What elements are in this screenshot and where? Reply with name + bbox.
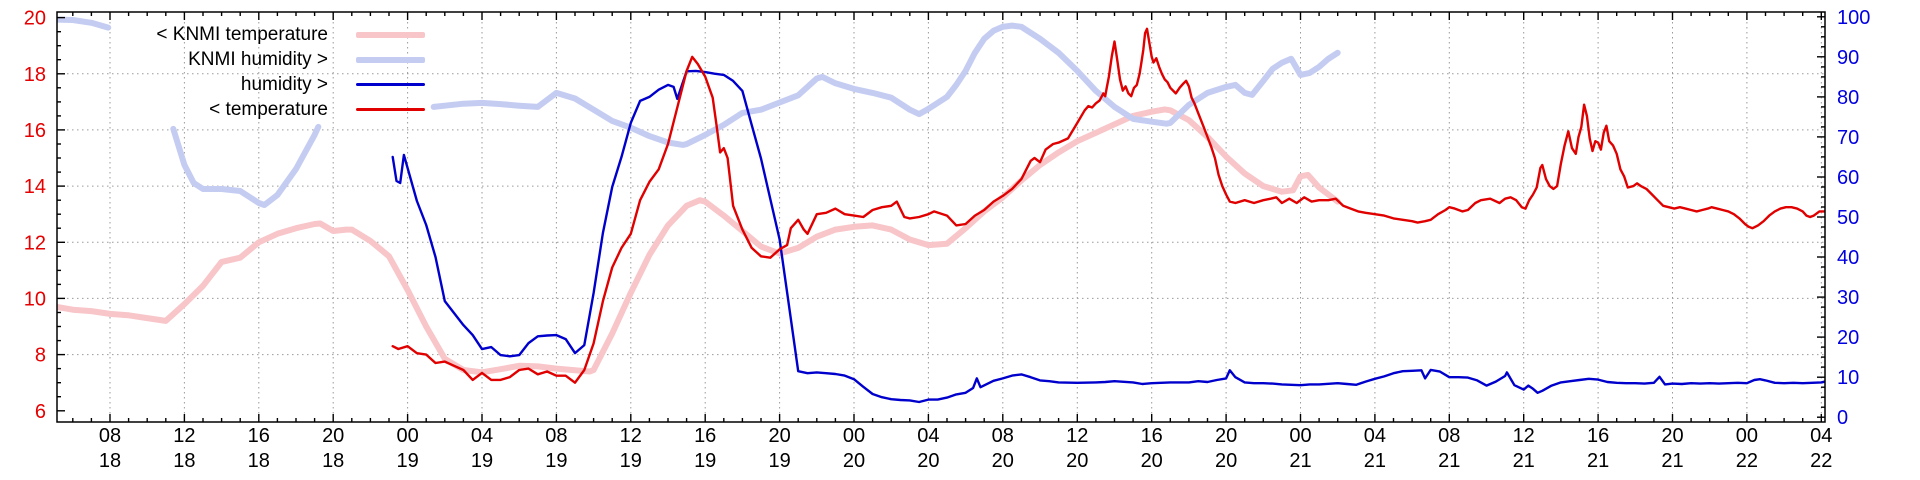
y-left-tick-label: 12 (24, 232, 46, 254)
y-right-tick-label: 90 (1837, 47, 1859, 69)
x-tick-label-day: 19 (396, 450, 418, 472)
x-tick-label-hour: 08 (99, 425, 121, 447)
x-tick-label-day: 19 (768, 450, 790, 472)
legend-label: KNMI humidity > (188, 48, 328, 70)
x-tick-label-day: 21 (1661, 450, 1683, 472)
x-tick-label-day: 18 (248, 450, 270, 472)
x-tick-label-day: 21 (1587, 450, 1609, 472)
y-left-tick-label: 16 (24, 120, 46, 142)
y-right-tick-label: 0 (1837, 407, 1848, 429)
x-tick-label-hour: 00 (843, 425, 865, 447)
x-tick-label-hour: 16 (694, 425, 716, 447)
x-tick-label-hour: 12 (1066, 425, 1088, 447)
x-tick-label-hour: 16 (1587, 425, 1609, 447)
series-knmi_humidity-line (430, 22, 1341, 148)
y-right-tick-label: 60 (1837, 167, 1859, 189)
y-right-tick-label: 30 (1837, 287, 1859, 309)
legend-line-sample (356, 56, 425, 63)
x-tick-label-hour: 00 (1736, 425, 1758, 447)
x-tick-label-hour: 12 (173, 425, 195, 447)
x-tick-label-day: 20 (1066, 450, 1088, 472)
x-tick-label-hour: 16 (248, 425, 270, 447)
series-group (57, 16, 1825, 404)
y-right-tick-label: 80 (1837, 87, 1859, 109)
y-right-tick-label: 50 (1837, 207, 1859, 229)
x-tick-label-day: 18 (99, 450, 121, 472)
x-tick-label-hour: 04 (471, 425, 493, 447)
x-tick-label-hour: 04 (1810, 425, 1832, 447)
x-tick-label-hour: 16 (1141, 425, 1163, 447)
legend-line-sample (356, 31, 425, 38)
y-right-tick-label: 20 (1837, 327, 1859, 349)
y-left-tick-label: 6 (35, 401, 46, 423)
y-right-tick-label: 100 (1837, 7, 1870, 29)
series-knmi_temperature-line (57, 106, 1341, 376)
legend: < KNMI temperature KNMI humidity > humid… (0, 22, 430, 122)
x-tick-label-day: 20 (1141, 450, 1163, 472)
y-left-tick-label: 10 (24, 288, 46, 310)
x-tick-label-hour: 20 (1661, 425, 1683, 447)
series-knmi_humidity-line (57, 16, 112, 31)
legend-entry-temperature: < temperature (0, 97, 430, 122)
x-tick-label-day: 20 (1215, 450, 1237, 472)
x-tick-label-day: 19 (694, 450, 716, 472)
x-tick-label-day: 19 (620, 450, 642, 472)
x-tick-label-day: 21 (1289, 450, 1311, 472)
x-tick-label-hour: 08 (992, 425, 1014, 447)
legend-label: humidity > (240, 73, 328, 95)
x-tick-label-hour: 00 (1289, 425, 1311, 447)
series-knmi_humidity-line (170, 123, 322, 208)
legend-line-sample (356, 83, 425, 86)
x-tick-label-hour: 20 (768, 425, 790, 447)
x-tick-label-day: 21 (1438, 450, 1460, 472)
x-tick-label-day: 20 (992, 450, 1014, 472)
x-tick-label-hour: 12 (620, 425, 642, 447)
y-right-tick-label: 40 (1837, 247, 1859, 269)
x-tick-label-hour: 20 (1215, 425, 1237, 447)
x-tick-label-hour: 12 (1513, 425, 1535, 447)
legend-entry-knmi-humidity: KNMI humidity > (0, 47, 430, 72)
legend-label: < KNMI temperature (156, 23, 328, 45)
x-tick-label-day: 20 (843, 450, 865, 472)
x-tick-label-hour: 04 (917, 425, 939, 447)
series-humidity-line (391, 69, 1825, 404)
x-tick-label-hour: 00 (396, 425, 418, 447)
y-left-tick-label: 8 (35, 345, 46, 367)
x-tick-label-day: 19 (471, 450, 493, 472)
legend-entry-knmi-temperature: < KNMI temperature (0, 22, 430, 47)
y-right-tick-label: 70 (1837, 127, 1859, 149)
x-tick-label-day: 22 (1736, 450, 1758, 472)
y-left-tick-label: 14 (24, 176, 46, 198)
x-tick-label-hour: 20 (322, 425, 344, 447)
x-tick-label-day: 21 (1513, 450, 1535, 472)
x-tick-label-hour: 08 (1438, 425, 1460, 447)
x-tick-label-day: 22 (1810, 450, 1832, 472)
legend-label: < temperature (209, 98, 328, 120)
legend-entry-humidity: humidity > (0, 72, 430, 97)
x-tick-label-day: 21 (1364, 450, 1386, 472)
y-right-tick-label: 10 (1837, 367, 1859, 389)
x-tick-label-day: 18 (173, 450, 195, 472)
x-tick-label-day: 19 (545, 450, 567, 472)
x-tick-label-day: 18 (322, 450, 344, 472)
legend-line-sample (356, 108, 425, 111)
series-temperature-line (391, 27, 1825, 384)
y-left-tick-label: 18 (24, 64, 46, 86)
x-tick-label-hour: 08 (545, 425, 567, 447)
y-left-tick-label: 20 (24, 8, 46, 30)
x-tick-label-day: 20 (917, 450, 939, 472)
x-tick-label-hour: 04 (1364, 425, 1386, 447)
